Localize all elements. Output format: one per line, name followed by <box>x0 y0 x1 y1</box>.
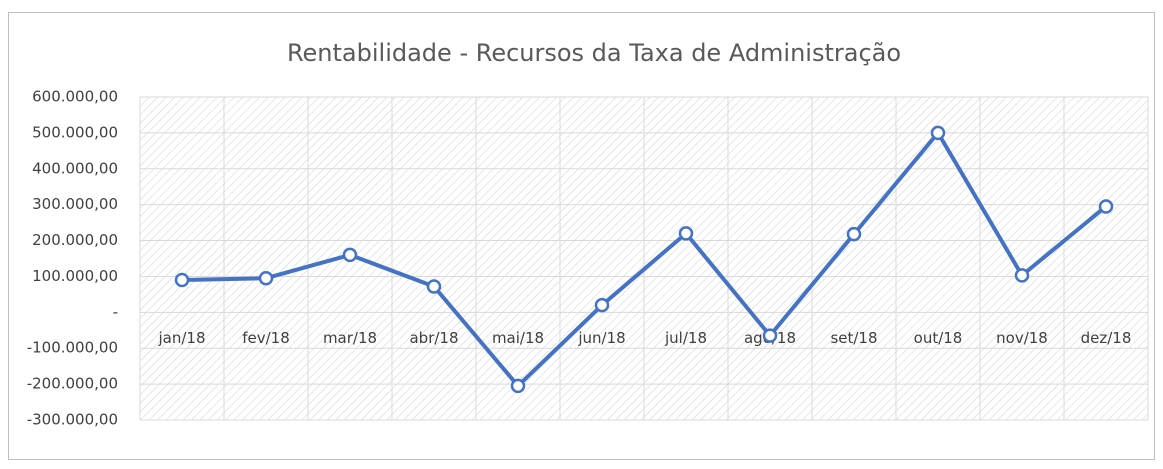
data-point <box>258 270 274 286</box>
y-tick-label: - <box>113 303 118 321</box>
data-point <box>930 125 946 141</box>
y-tick-label: 500.000,00 <box>32 123 118 141</box>
x-tick-label: mar/18 <box>323 329 377 347</box>
data-point <box>342 247 358 263</box>
y-tick-label: -200.000,00 <box>27 375 118 393</box>
x-tick-label: jul/18 <box>664 329 707 347</box>
x-tick-label: nov/18 <box>996 329 1048 347</box>
x-tick-label: out/18 <box>914 329 963 347</box>
data-point <box>1098 199 1114 214</box>
x-tick-label: mai/18 <box>492 329 544 347</box>
x-tick-label: abr/18 <box>409 329 458 347</box>
x-tick-label: fev/18 <box>242 329 290 347</box>
y-tick-label: 300.000,00 <box>32 195 118 213</box>
x-tick-label: jun/18 <box>577 329 625 347</box>
x-tick-label: set/18 <box>830 329 877 347</box>
data-point <box>762 328 778 343</box>
data-point <box>510 378 526 394</box>
y-tick-label: -300.000,00 <box>27 411 118 429</box>
y-tick-label: 200.000,00 <box>32 231 118 249</box>
y-tick-label: -100.000,00 <box>27 339 118 357</box>
data-point <box>426 279 442 294</box>
y-tick-label: 100.000,00 <box>32 267 118 285</box>
data-point <box>174 272 190 288</box>
x-tick-label: dez/18 <box>1081 329 1132 347</box>
x-tick-label: jan/18 <box>157 329 205 347</box>
series-line <box>181 130 1108 388</box>
chart-title: Rentabilidade - Recursos da Taxa de Admi… <box>287 39 901 67</box>
y-tick-label: 400.000,00 <box>32 159 118 177</box>
data-point <box>678 226 694 241</box>
data-point <box>1014 268 1030 283</box>
data-point <box>846 226 862 242</box>
data-point <box>594 297 610 313</box>
y-tick-label: 600.000,00 <box>32 88 118 106</box>
